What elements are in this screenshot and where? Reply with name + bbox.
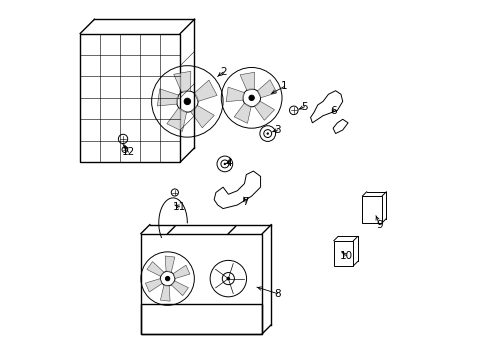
Bar [80,33,180,162]
Polygon shape [157,89,178,106]
Polygon shape [146,262,163,276]
Text: 10: 10 [339,251,352,261]
Polygon shape [234,103,250,123]
Text: 6: 6 [329,107,336,116]
Polygon shape [240,72,254,90]
Circle shape [165,276,169,281]
Circle shape [248,95,254,100]
Polygon shape [194,80,217,102]
Text: 4: 4 [224,158,231,168]
Polygon shape [190,105,214,128]
Text: 8: 8 [273,289,280,298]
Text: 12: 12 [122,147,135,157]
Polygon shape [225,87,244,102]
Bar [362,196,381,223]
Polygon shape [173,71,190,93]
Circle shape [226,277,230,280]
Circle shape [266,132,268,135]
Polygon shape [165,256,175,272]
Polygon shape [173,265,189,279]
Polygon shape [257,80,276,98]
Text: 5: 5 [301,102,307,112]
Polygon shape [145,279,162,292]
Bar [333,241,353,266]
Polygon shape [166,108,186,131]
Text: 11: 11 [172,202,186,212]
Text: 2: 2 [219,67,226,77]
Circle shape [184,98,190,105]
Polygon shape [254,101,274,120]
Polygon shape [160,285,170,301]
Text: 1: 1 [281,81,287,91]
Polygon shape [171,281,188,296]
Circle shape [223,163,225,165]
Bar [141,234,262,334]
Text: 9: 9 [375,220,382,230]
Text: 7: 7 [242,197,248,207]
Bar [141,303,262,334]
Text: 3: 3 [274,125,281,135]
